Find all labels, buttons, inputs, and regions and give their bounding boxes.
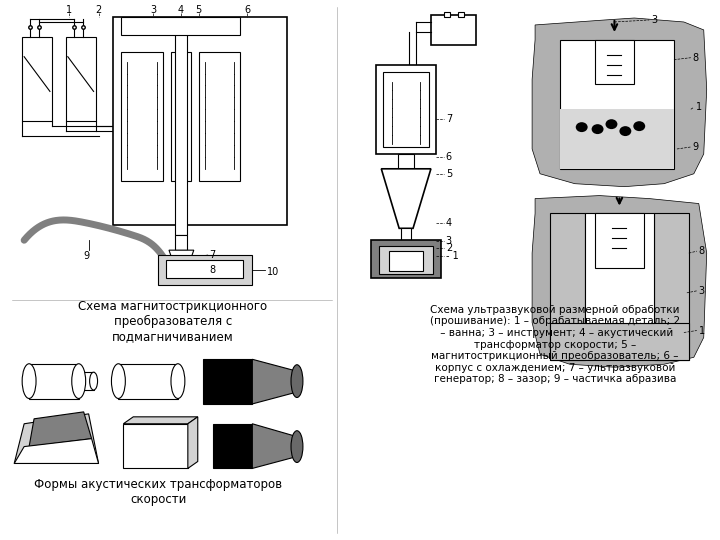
Text: Схема магнитострикционного
преобразователя с
подмагничиванием: Схема магнитострикционного преобразовате…	[78, 300, 268, 343]
Bar	[122, 52, 163, 181]
Polygon shape	[78, 372, 94, 390]
Bar	[175, 17, 187, 235]
Text: 8: 8	[693, 53, 699, 63]
Bar	[114, 17, 287, 225]
Text: 3: 3	[699, 286, 705, 296]
Ellipse shape	[634, 121, 645, 131]
Text: 9: 9	[693, 142, 699, 152]
Bar	[390, 251, 423, 271]
Bar	[123, 424, 188, 468]
Bar	[379, 246, 433, 274]
Polygon shape	[532, 18, 707, 187]
Text: 7: 7	[210, 250, 216, 260]
Ellipse shape	[592, 124, 603, 134]
Text: 1: 1	[66, 5, 72, 15]
Bar	[654, 213, 689, 360]
Bar	[444, 12, 450, 17]
Bar	[372, 240, 441, 278]
Bar	[595, 40, 634, 84]
Bar	[458, 12, 464, 17]
Ellipse shape	[89, 372, 97, 390]
Ellipse shape	[576, 122, 588, 132]
Bar	[66, 37, 96, 121]
Bar	[550, 213, 585, 360]
Bar	[199, 52, 240, 181]
Text: 5: 5	[446, 169, 452, 179]
Text: - 1: - 1	[446, 251, 459, 261]
Text: 7: 7	[446, 114, 452, 124]
Text: 8: 8	[210, 265, 216, 275]
Text: Схема ультразвуковой размерной обработки
(прошивание): 1 – обрабатываемая деталь: Схема ультразвуковой размерной обработки…	[430, 305, 680, 384]
Bar	[175, 235, 187, 250]
Ellipse shape	[606, 119, 618, 129]
Bar	[398, 154, 414, 169]
Ellipse shape	[171, 364, 185, 399]
Bar	[176, 270, 187, 278]
Polygon shape	[252, 359, 297, 404]
Text: 10: 10	[267, 267, 279, 277]
Text: 2: 2	[96, 5, 102, 15]
Text: 6: 6	[244, 5, 251, 15]
Bar	[171, 52, 191, 181]
Ellipse shape	[112, 364, 125, 399]
Polygon shape	[382, 169, 431, 228]
Ellipse shape	[291, 364, 303, 397]
Bar	[158, 255, 252, 285]
Text: 4: 4	[446, 218, 452, 228]
Bar	[401, 228, 411, 240]
Text: 3: 3	[446, 236, 452, 246]
Bar	[431, 15, 475, 45]
Polygon shape	[118, 364, 178, 399]
Bar	[377, 65, 436, 154]
Text: 2: 2	[446, 243, 452, 253]
Bar	[560, 109, 674, 169]
Polygon shape	[123, 417, 198, 424]
Polygon shape	[14, 414, 99, 463]
Text: 8: 8	[699, 246, 705, 256]
Text: 1: 1	[696, 102, 702, 112]
Text: 6: 6	[446, 152, 452, 162]
Polygon shape	[14, 438, 99, 463]
Bar	[550, 322, 689, 360]
Bar	[212, 424, 252, 468]
Bar	[122, 17, 240, 35]
Bar	[585, 213, 654, 322]
Ellipse shape	[72, 364, 86, 399]
Bar	[203, 359, 252, 404]
Ellipse shape	[619, 126, 631, 136]
Text: 3: 3	[150, 5, 156, 15]
Text: 9: 9	[84, 251, 90, 261]
Polygon shape	[532, 195, 707, 367]
Bar	[22, 37, 52, 121]
Text: Формы акустических трансформаторов
скорости: Формы акустических трансформаторов скоро…	[34, 478, 282, 507]
Text: 4: 4	[178, 5, 184, 15]
Bar	[166, 260, 243, 278]
Polygon shape	[29, 364, 78, 399]
Text: 1: 1	[699, 326, 705, 335]
Bar	[560, 40, 674, 169]
Text: 3: 3	[651, 15, 657, 25]
Polygon shape	[29, 412, 91, 447]
Polygon shape	[188, 417, 198, 468]
Bar	[595, 213, 644, 268]
Bar	[550, 213, 689, 360]
Text: 5: 5	[196, 5, 202, 15]
Ellipse shape	[291, 431, 303, 462]
Bar	[383, 72, 429, 147]
Polygon shape	[169, 250, 194, 270]
Ellipse shape	[22, 364, 36, 399]
Polygon shape	[252, 424, 297, 468]
